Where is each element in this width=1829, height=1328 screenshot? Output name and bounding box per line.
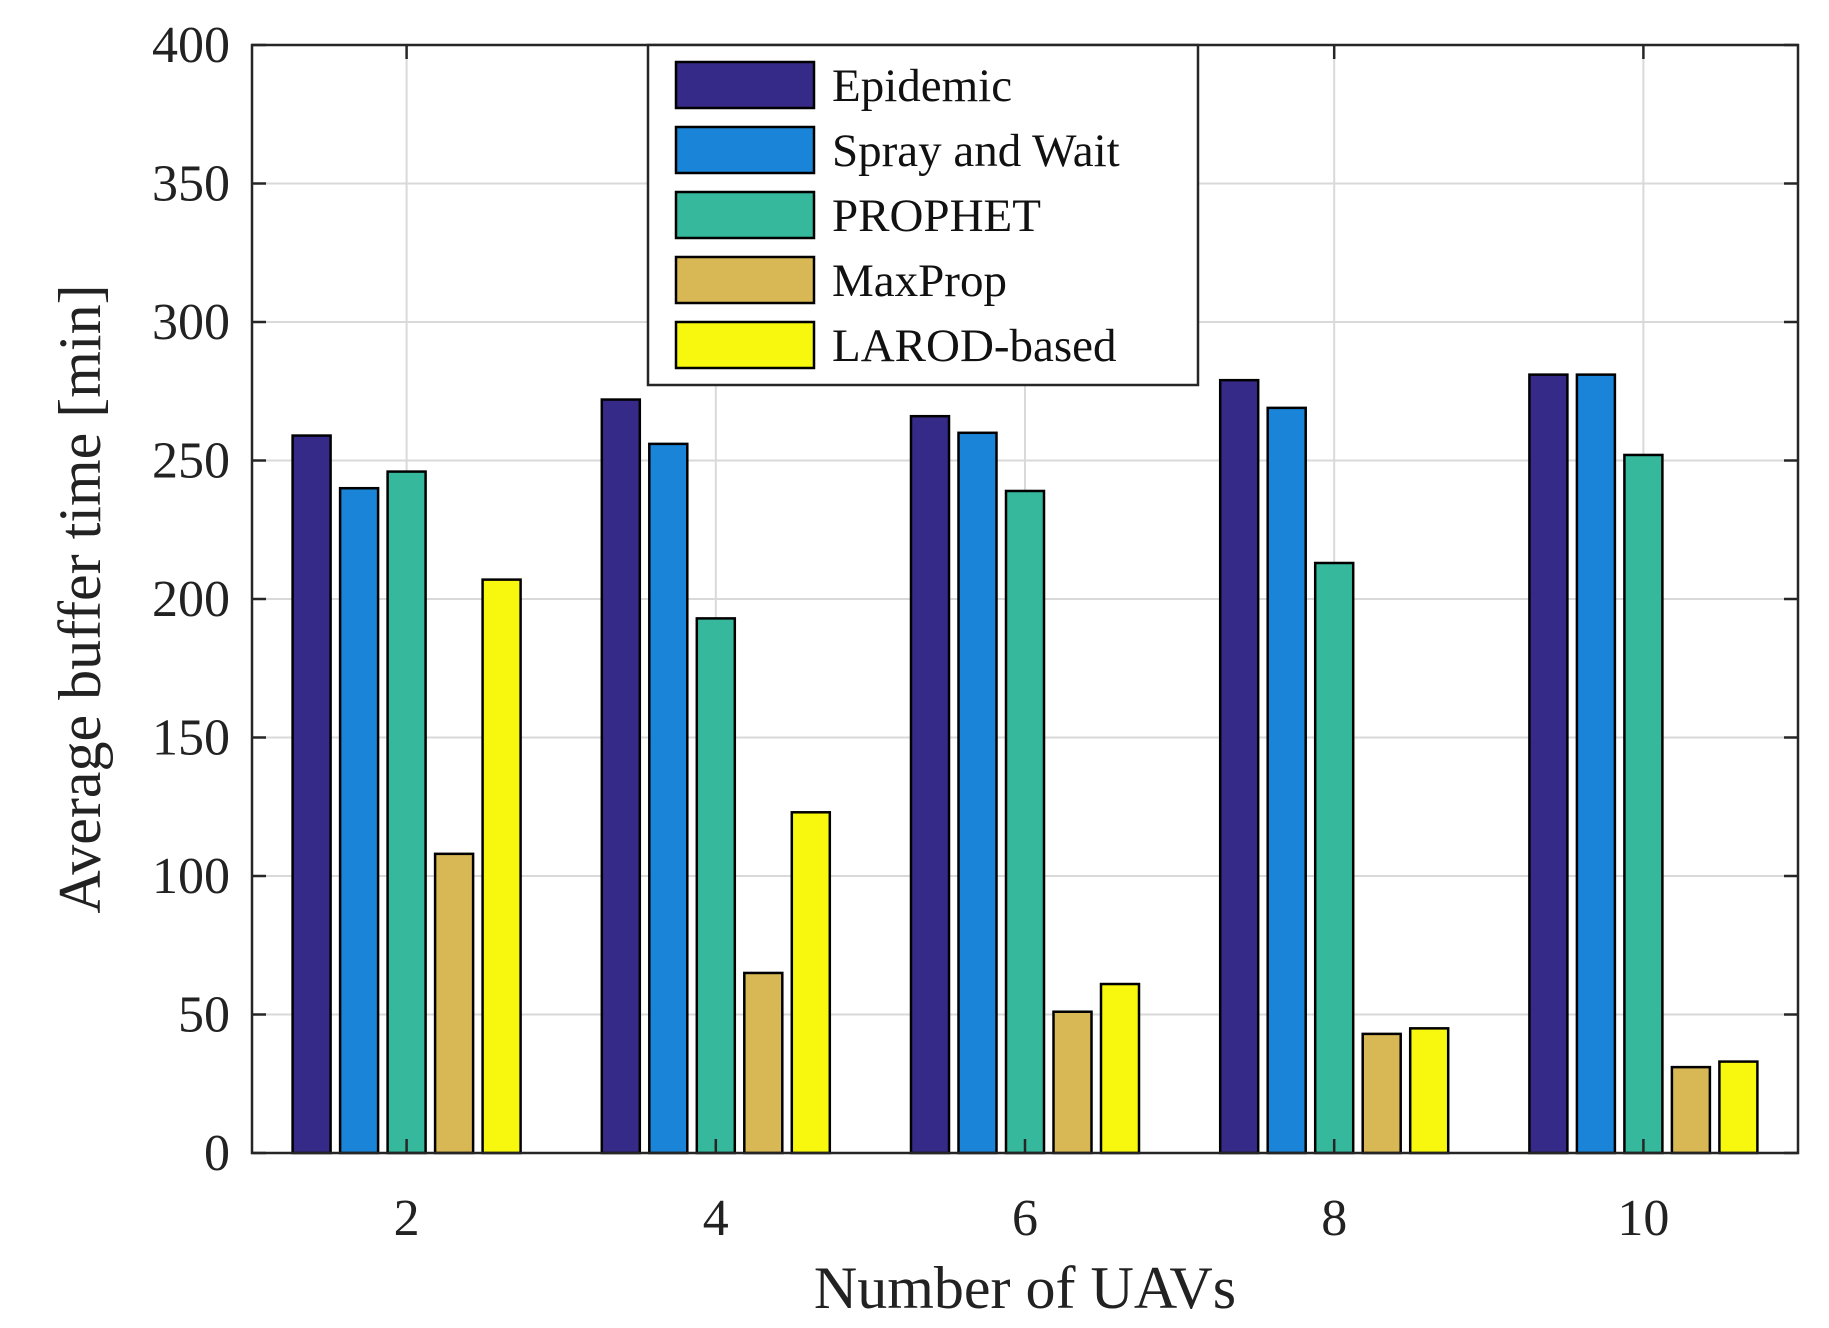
- bar-larod-based-4: [790, 811, 832, 1155]
- x-tick-label: 4: [703, 1190, 729, 1247]
- y-tick-label: 50: [178, 987, 230, 1044]
- bar-prophet-6: [1004, 489, 1046, 1155]
- legend-swatch-larod-based: [674, 320, 816, 370]
- legend-label: Spray and Wait: [832, 125, 1120, 177]
- y-tick-label: 150: [152, 710, 230, 767]
- bar-maxprop-10: [1670, 1065, 1712, 1155]
- legend-label: LAROD-based: [832, 320, 1117, 372]
- bar-maxprop-6: [1052, 1010, 1093, 1155]
- x-tick-label: 10: [1617, 1190, 1669, 1247]
- bar-spray-and-wait-6: [957, 431, 998, 1155]
- y-axis-label: Average buffer time [min]: [47, 284, 113, 913]
- legend-label: MaxProp: [832, 255, 1007, 307]
- y-tick-label: 350: [152, 156, 230, 213]
- bar-prophet-10: [1623, 453, 1664, 1155]
- bar-spray-and-wait-8: [1266, 406, 1307, 1155]
- x-tick-label: 2: [394, 1190, 420, 1247]
- y-tick-label: 250: [152, 433, 230, 490]
- legend: Epidemic Spray and Wait PROPHET MaxProp LARO…: [646, 43, 1200, 387]
- y-axis-ticks: 0 50 100 150 200 250 300 350 400: [152, 17, 1798, 1182]
- x-tick-label: 6: [1012, 1190, 1038, 1247]
- bars: [291, 373, 1759, 1155]
- bar-epidemic-2: [291, 434, 332, 1155]
- bar-epidemic-4: [600, 398, 642, 1155]
- bar-larod-based-8: [1408, 1027, 1450, 1155]
- bar-epidemic-8: [1218, 378, 1260, 1155]
- x-axis-ticks: 2 4 6 8 10: [394, 45, 1669, 1247]
- bar-maxprop-2: [433, 852, 475, 1155]
- bar-maxprop-4: [743, 971, 784, 1155]
- legend-label: Epidemic: [832, 60, 1012, 112]
- bar-larod-based-10: [1718, 1060, 1759, 1155]
- bar-prophet-4: [695, 617, 737, 1155]
- bar-larod-based-6: [1099, 982, 1141, 1155]
- bar-epidemic-10: [1528, 373, 1569, 1155]
- bar-spray-and-wait-4: [648, 442, 689, 1155]
- y-tick-label: 200: [152, 571, 230, 628]
- legend-swatch-prophet: [674, 190, 816, 240]
- bar-epidemic-6: [909, 414, 951, 1155]
- y-tick-label: 400: [152, 17, 230, 74]
- bar-prophet-8: [1313, 561, 1355, 1155]
- bar-spray-and-wait-10: [1575, 373, 1617, 1155]
- legend-swatch-maxprop: [674, 255, 816, 305]
- y-tick-label: 0: [204, 1125, 230, 1182]
- bar-prophet-2: [386, 470, 427, 1155]
- legend-label: PROPHET: [832, 190, 1041, 242]
- x-tick-label: 8: [1321, 1190, 1347, 1247]
- bar-maxprop-8: [1361, 1032, 1402, 1155]
- bar-spray-and-wait-2: [338, 486, 380, 1155]
- legend-swatch-spray-and-wait: [674, 125, 816, 175]
- y-tick-label: 100: [152, 848, 230, 905]
- y-tick-label: 300: [152, 294, 230, 351]
- legend-swatch-epidemic: [674, 60, 816, 110]
- bar-larod-based-2: [481, 578, 522, 1155]
- x-axis-label: Number of UAVs: [814, 1255, 1236, 1321]
